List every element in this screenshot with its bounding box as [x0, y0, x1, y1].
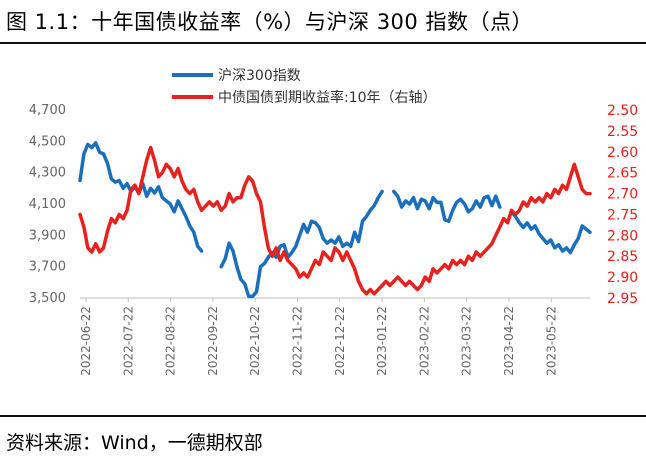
series-line-yield: [78, 145, 592, 296]
source-rule: [0, 415, 646, 417]
x-tick-label: 2023-03-22: [460, 306, 474, 376]
x-tick-label: 2022-08-22: [164, 306, 178, 376]
left-tick-label: 3,900: [29, 228, 66, 243]
x-tick-label: 2022-11-22: [291, 306, 305, 376]
series-yield-group: [78, 145, 592, 296]
left-tick-label: 4,300: [29, 166, 66, 181]
left-tick-label: 4,100: [29, 197, 66, 212]
right-tick-label: 2.70: [607, 187, 638, 203]
series-line-index: [509, 210, 592, 255]
right-tick-label: 2.60: [607, 145, 638, 161]
right-tick-label: 2.85: [607, 249, 638, 265]
right-tick-label: 2.55: [607, 124, 638, 140]
title-rule: [0, 42, 646, 44]
legend-label: 中债国债到期收益率:10年（右轴）: [218, 89, 437, 106]
right-tick-label: 2.80: [607, 228, 638, 244]
series-line-index: [392, 189, 502, 223]
left-tick-label: 4,700: [29, 103, 66, 118]
x-tick-label: 2023-02-22: [417, 306, 431, 376]
right-tick-label: 2.95: [607, 291, 638, 307]
right-tick-label: 2.65: [607, 166, 638, 182]
x-tick-label: 2022-12-22: [333, 306, 347, 376]
figure-title: 图 1.1：十年国债收益率（%）与沪深 300 指数（点）: [6, 10, 533, 34]
chart: 3,500 3,700 3,900 4,100 4,300 4,500 4,700 2.50 2…: [29, 68, 638, 376]
series-line-index: [219, 189, 384, 299]
x-tick-label: 2023-01-22: [375, 306, 389, 376]
x-tick-label: 2023-05-22: [544, 306, 558, 376]
x-tick-label: 2022-10-22: [248, 306, 262, 376]
legend-label: 沪深300指数: [218, 68, 301, 84]
right-tick-label: 2.75: [607, 207, 638, 223]
right-tick-label: 2.90: [607, 270, 638, 286]
left-tick-label: 3,700: [29, 260, 66, 275]
x-tick-label: 2023-04-22: [502, 306, 516, 376]
left-tick-label: 3,500: [29, 291, 66, 306]
x-tick-label: 2022-07-22: [121, 306, 135, 376]
source-note: 资料来源：Wind，一德期权部: [6, 432, 263, 454]
x-tick-label: 2022-09-22: [206, 306, 220, 376]
series-line-index: [78, 141, 204, 253]
left-tick-label: 4,500: [29, 134, 66, 149]
right-tick-label: 2.50: [607, 103, 638, 119]
x-tick-label: 2022-06-22: [79, 306, 93, 376]
